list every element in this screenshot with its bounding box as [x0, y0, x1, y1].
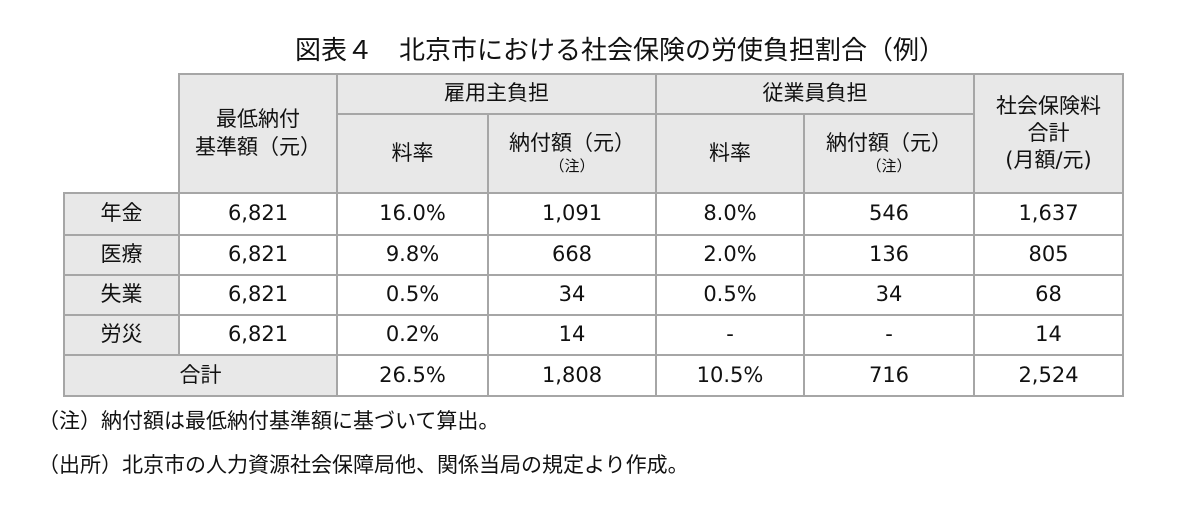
header-row: 料率 納付額（元） （注） 料率 納付額（元） （注） — [64, 113, 1123, 194]
table-body: 年金 6,821 16.0% 1,091 8.0% 546 1,637 医療 6,821 9.8%… — [63, 192, 1124, 397]
table: 最低納付 基準額（元） 雇用主負担 従業員負担 社会保険料 合計 (月額/元) 料率 … — [63, 73, 1124, 397]
data-cell: 1,637 — [973, 192, 1124, 236]
data-row: 年金 6,821 16.0% 1,091 8.0% 546 1,637 — [63, 192, 1124, 236]
header-cell: 納付額（元） （注） — [803, 113, 975, 194]
header-cell: 従業員負担 — [655, 73, 975, 115]
header-note: （注） — [866, 157, 912, 176]
data-cell: 14 — [973, 314, 1124, 356]
data-cell: - — [803, 314, 975, 356]
data-row: 医療 6,821 9.8% 668 2.0% 136 805 — [63, 234, 1124, 276]
data-cell: 1,808 — [487, 354, 657, 397]
row-label: 失業 — [63, 274, 180, 316]
data-cell: 16.0% — [336, 192, 489, 236]
data-cell: 2,524 — [973, 354, 1124, 397]
data-row: 労災 6,821 0.2% 14- -14 — [63, 314, 1124, 356]
row-label: 医療 — [63, 234, 180, 276]
blank-cell — [64, 74, 180, 194]
data-cell: 6,821 — [178, 234, 338, 276]
header-cell: 雇用主負担 — [336, 73, 657, 115]
data-cell: 6,821 — [178, 314, 338, 356]
data-cell: 34 — [487, 274, 657, 316]
data-cell: 14 — [487, 314, 657, 356]
note: （注）納付額は最低納付基準額に基づいて算出。 — [38, 409, 500, 433]
row-label: 年金 — [63, 192, 180, 236]
header-note: （注） — [549, 157, 595, 176]
data-cell: - — [655, 314, 805, 356]
data-cell: 1,091 — [487, 192, 657, 236]
data-cell: 8.0% — [655, 192, 805, 236]
data-cell: 716 — [803, 354, 975, 397]
header-text: 合計 — [1027, 120, 1070, 145]
data-cell: 10.5% — [655, 354, 805, 397]
data-cell: 2.0% — [655, 234, 805, 276]
header-text: 納付額（元） — [826, 131, 952, 156]
data-cell: 668 — [487, 234, 657, 276]
row-label: 労災 — [63, 314, 180, 356]
data-cell: 136 — [803, 234, 975, 276]
data-cell: 6,821 — [178, 192, 338, 236]
header-text: 基準額（元） — [195, 134, 321, 159]
title: 図表４ 北京市における社会保険の労使負担割合（例） — [294, 36, 945, 66]
header-text: 最低納付 — [216, 107, 300, 132]
data-cell: 26.5% — [336, 354, 489, 397]
header-row: 最低納付 基準額（元） 雇用主負担 従業員負担 社会保険料 合計 (月額/元) — [64, 73, 1124, 194]
data-cell: 805 — [973, 234, 1124, 276]
data-cell: 34 — [803, 274, 975, 316]
data-cell: 68 — [973, 274, 1124, 316]
data-cell: 0.2% — [336, 314, 489, 356]
data-cell: 6,821 — [178, 274, 338, 316]
header-cell: 納付額（元） （注） — [487, 113, 657, 194]
row-label: 合計 — [63, 354, 338, 397]
data-cell: 0.5% — [336, 274, 489, 316]
note: （出所）北京市の人力資源社会保障局他、関係当局の規定より作成。 — [38, 453, 689, 477]
total-row: 合計 26.5% 1,808 10.5% 716 2,524 — [63, 354, 1124, 397]
header-text: 社会保険料 — [996, 93, 1101, 118]
header-cell: 料率 — [655, 113, 805, 194]
data-row: 失業 6,821 0.5% 34 0.5% 34 68 — [63, 274, 1124, 316]
header-cell: 最低納付 基準額（元） — [178, 73, 338, 194]
header-cell: 料率 — [336, 113, 489, 194]
data-cell: 0.5% — [655, 274, 805, 316]
header-text: 納付額（元） — [509, 131, 635, 156]
header-text: (月額/元) — [1005, 148, 1092, 173]
header-cell: 社会保険料 合計 (月額/元) — [973, 73, 1124, 194]
data-cell: 546 — [803, 192, 975, 236]
data-cell: 9.8% — [336, 234, 489, 276]
